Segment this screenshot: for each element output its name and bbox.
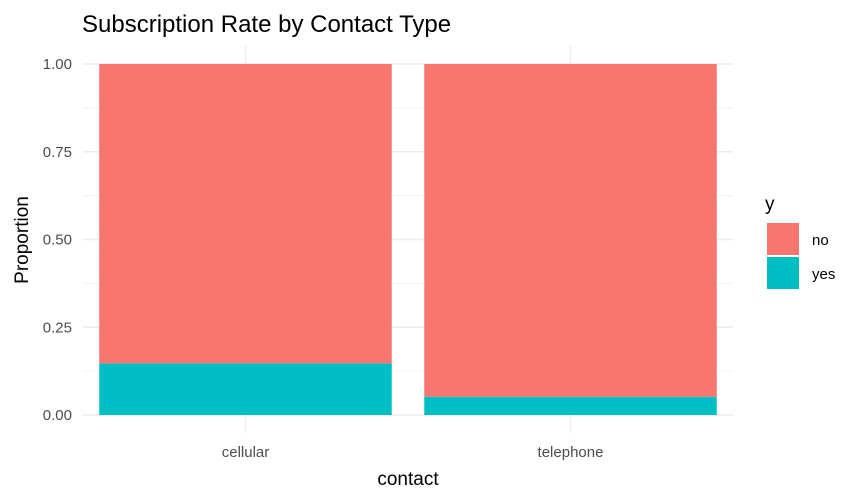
bars bbox=[99, 64, 717, 415]
legend-title: y bbox=[765, 194, 775, 215]
bar-no-cellular bbox=[99, 64, 392, 364]
chart-title: Subscription Rate by Contact Type bbox=[82, 11, 451, 38]
legend-label-no: no bbox=[812, 232, 829, 249]
bar-no-telephone bbox=[424, 64, 717, 397]
legend-key-no bbox=[767, 223, 799, 255]
x-tick-label: telephone bbox=[538, 444, 604, 461]
x-axis-ticks: cellular telephone bbox=[222, 444, 604, 461]
legend-label-yes: yes bbox=[812, 266, 835, 283]
y-tick-label: 1.00 bbox=[43, 56, 72, 73]
y-tick-label: 0.75 bbox=[43, 144, 72, 161]
x-tick-label: cellular bbox=[222, 444, 270, 461]
y-axis-ticks: 0.00 0.25 0.50 0.75 1.00 bbox=[43, 56, 72, 424]
y-axis-title: Proportion bbox=[12, 196, 33, 284]
y-tick-label: 0.50 bbox=[43, 232, 72, 249]
legend: y no yes bbox=[765, 194, 835, 289]
legend-key-yes bbox=[767, 257, 799, 289]
bar-yes-cellular bbox=[99, 363, 392, 415]
x-axis-title: contact bbox=[377, 469, 439, 490]
y-tick-label: 0.00 bbox=[43, 407, 72, 424]
bar-yes-telephone bbox=[424, 396, 717, 415]
y-tick-label: 0.25 bbox=[43, 319, 72, 336]
